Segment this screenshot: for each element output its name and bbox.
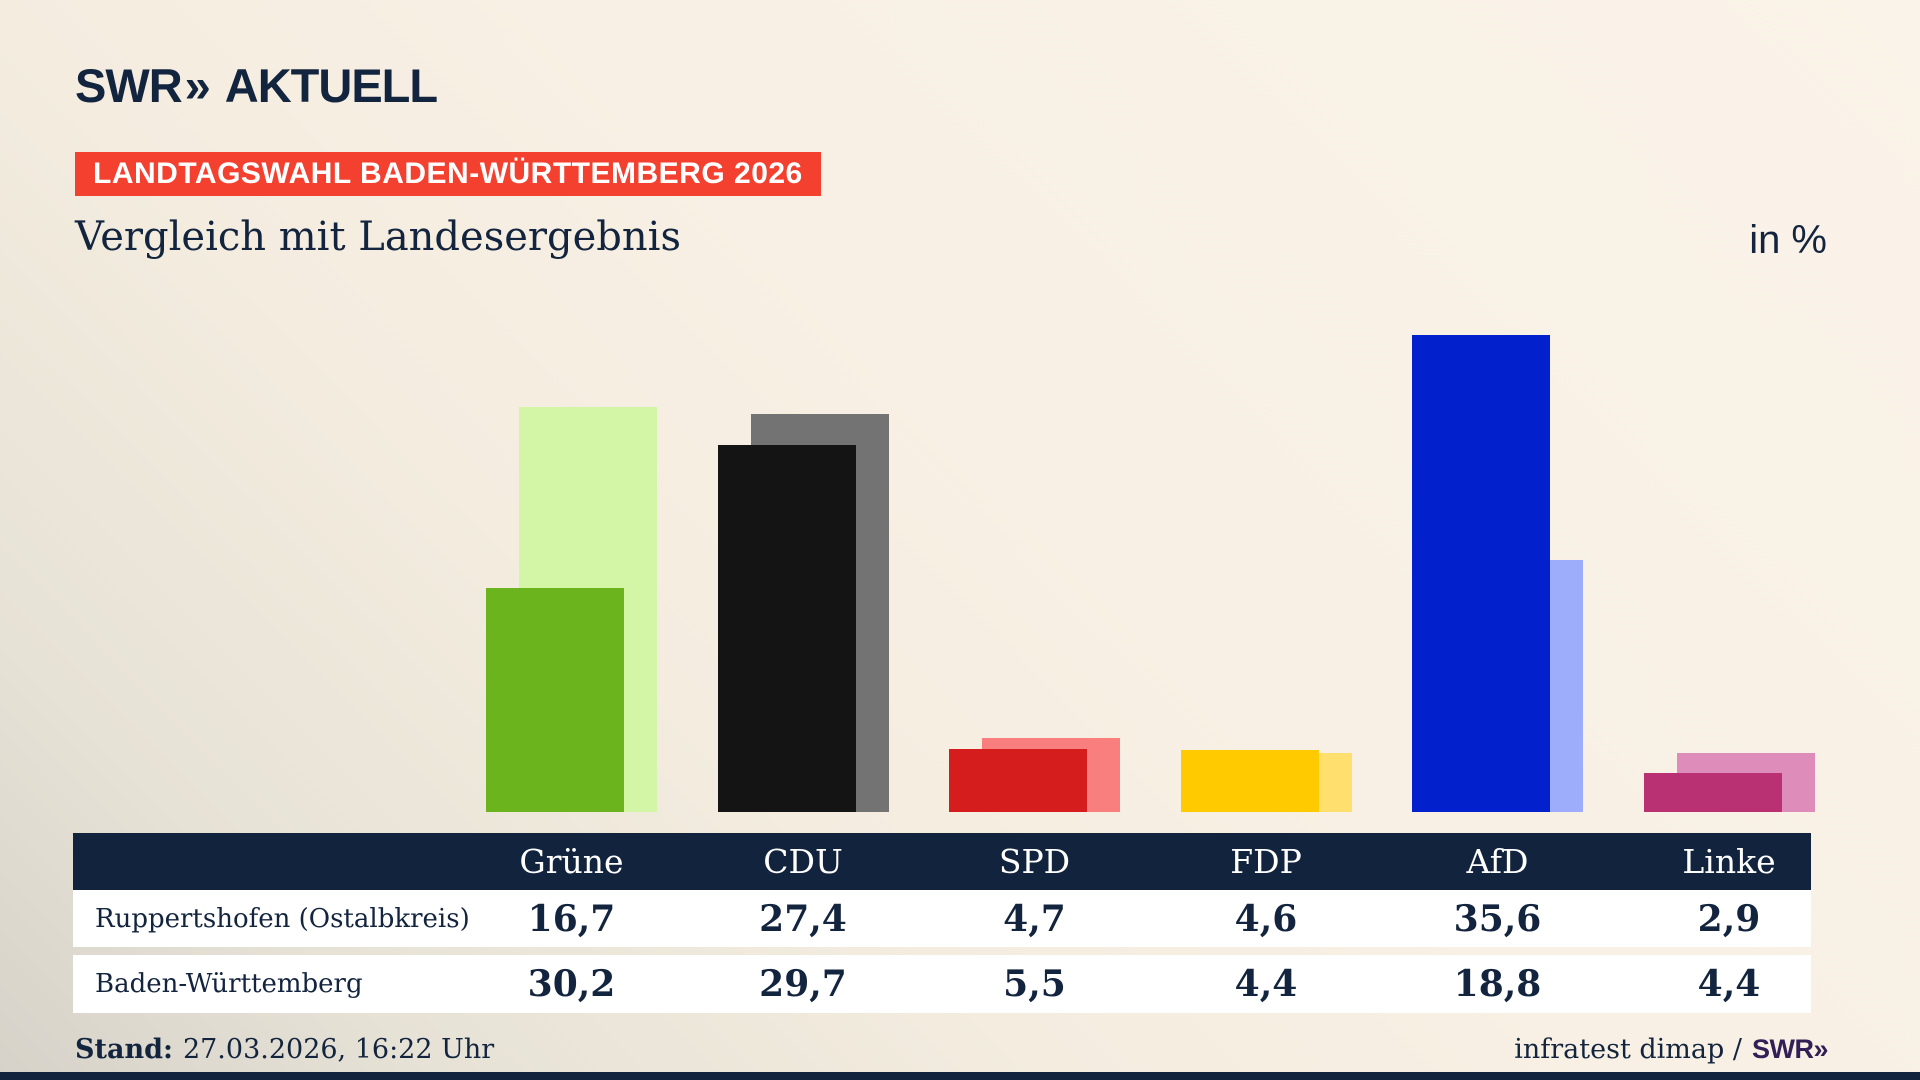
table-header-row (73, 833, 1811, 890)
source-credit: infratest dimap / SWR» (1514, 1034, 1828, 1065)
column-header-linke: Linke (1682, 842, 1776, 881)
value-ruppertshofen-ostalbkreis-afd: 35,6 (1453, 897, 1542, 940)
value-baden-w-rttemberg-afd: 18,8 (1453, 963, 1542, 1005)
value-ruppertshofen-ostalbkreis-spd: 4,7 (1003, 897, 1066, 940)
stand-label: Stand: (75, 1034, 173, 1065)
value-baden-w-rttemberg-spd: 5,5 (1003, 963, 1066, 1005)
unit-label: in % (1749, 218, 1827, 262)
column-header-afd: AfD (1466, 842, 1529, 881)
column-header-cdu: CDU (763, 842, 843, 881)
logo-chevron-icon: » (184, 59, 211, 112)
bar-ruppertshofen-ostalbkreis-linke (1643, 773, 1782, 812)
value-baden-w-rttemberg-linke: 4,4 (1697, 963, 1761, 1005)
timestamp: Stand: 27.03.2026, 16:22 Uhr (75, 1034, 494, 1065)
swr-aktuell-logo: SWR» AKTUELL (75, 58, 438, 113)
bottom-navy-bar (0, 1072, 1920, 1080)
value-ruppertshofen-ostalbkreis-fdp: 4,6 (1234, 897, 1298, 940)
row-label-baden-wuerttemberg: Baden-Württemberg (95, 969, 363, 999)
bar-ruppertshofen-ostalbkreis-fdp (1180, 750, 1319, 812)
chart-title: Vergleich mit Landesergebnis (75, 214, 681, 260)
bar-ruppertshofen-ostalbkreis-cdu (717, 444, 856, 812)
bar-ruppertshofen-ostalbkreis-afd (1412, 334, 1550, 812)
column-header-fdp: FDP (1230, 842, 1302, 881)
value-ruppertshofen-ostalbkreis-gr-ne: 16,7 (527, 897, 616, 940)
value-baden-w-rttemberg-gr-ne: 30,2 (527, 963, 616, 1005)
value-baden-w-rttemberg-fdp: 4,4 (1234, 963, 1298, 1005)
value-ruppertshofen-ostalbkreis-cdu: 27,4 (759, 897, 847, 940)
row-label-ruppertshofen: Ruppertshofen (Ostalbkreis) (95, 903, 470, 934)
logo-section: AKTUELL (224, 59, 438, 112)
value-baden-w-rttemberg-cdu: 29,7 (759, 963, 847, 1005)
column-header-gr-ne: Grüne (519, 842, 624, 881)
stand-value: 27.03.2026, 16:22 Uhr (182, 1034, 495, 1065)
source-text: infratest dimap / (1514, 1034, 1742, 1065)
bar-ruppertshofen-ostalbkreis-spd (949, 749, 1087, 812)
value-ruppertshofen-ostalbkreis-linke: 2,9 (1697, 897, 1761, 940)
column-header-spd: SPD (998, 842, 1071, 881)
election-badge: LANDTAGSWAHL BADEN-WÜRTTEMBERG 2026 (75, 152, 821, 196)
source-brand: SWR» (1751, 1034, 1829, 1064)
table-row-baden-wuerttemberg: Baden-Württemberg (73, 955, 1811, 1013)
table-row-ruppertshofen: Ruppertshofen (Ostalbkreis) (73, 890, 1811, 947)
bar-ruppertshofen-ostalbkreis-gr-ne (486, 588, 624, 812)
logo-brand: SWR (75, 59, 183, 112)
